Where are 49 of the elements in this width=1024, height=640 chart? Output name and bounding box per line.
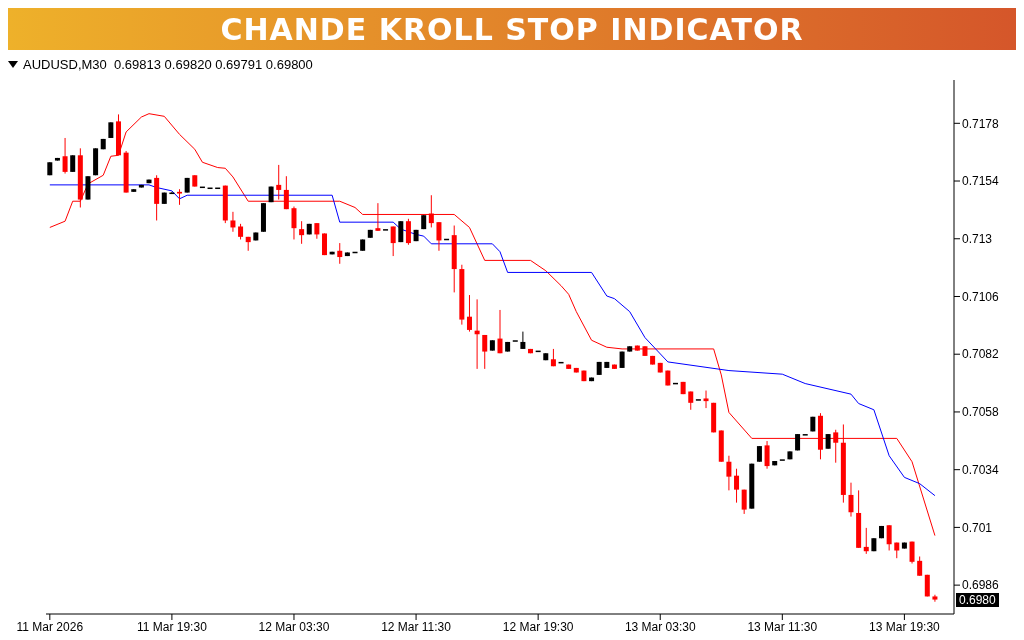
x-tick-label: 11 Mar 2026	[16, 619, 84, 634]
x-tick-label: 13 Mar 03:30	[624, 619, 696, 634]
y-tick-label: 0.7106	[962, 289, 1000, 304]
line-series	[49, 113, 936, 537]
candlestick	[863, 527, 869, 555]
candlestick	[466, 294, 472, 333]
candlestick	[428, 194, 434, 228]
candlestick	[917, 556, 923, 577]
y-tick-label: 0.713	[962, 232, 993, 247]
candlestick	[291, 206, 297, 240]
candlestick	[764, 440, 770, 470]
x-tick-label: 13 Mar 19:30	[869, 619, 941, 634]
candlestick	[497, 309, 503, 354]
x-tick-label: 13 Mar 11:30	[747, 619, 818, 634]
candlestick	[734, 468, 740, 504]
x-tick-label: 12 Mar 11:30	[381, 619, 452, 634]
line-series	[49, 184, 936, 497]
chart-title: CHANDE KROLL STOP INDICATOR	[8, 8, 1016, 50]
y-tick-label: 0.7082	[962, 347, 1000, 362]
annotation: 0.6980	[956, 592, 999, 607]
candlestick	[299, 220, 305, 245]
candlestick	[848, 482, 854, 518]
y-tick-label: 0.7034	[962, 462, 1000, 477]
x-tick-label: 12 Mar 19:30	[502, 619, 574, 634]
candlestick	[230, 211, 236, 233]
candlestick	[520, 331, 526, 350]
candlestick	[276, 164, 282, 201]
candlestick	[833, 429, 839, 464]
x-tick-label: 11 Mar 19:30	[136, 619, 208, 634]
candlestick	[405, 218, 411, 246]
x-tick-label: 12 Mar 03:30	[258, 619, 330, 634]
y-tick-label: 0.701	[962, 520, 993, 535]
candlestick	[726, 455, 732, 491]
candlestick	[283, 175, 289, 210]
candlestick	[85, 175, 91, 201]
y-tick-label: 0.7058	[962, 405, 1000, 420]
candlestick	[436, 221, 442, 252]
candlestick	[337, 242, 343, 265]
candlestick	[62, 137, 68, 175]
y-tick-label: 0.7154	[962, 174, 1000, 189]
candlestick	[375, 202, 381, 232]
candlestick	[703, 390, 709, 409]
candlestick	[390, 225, 396, 257]
candlestick	[741, 489, 747, 515]
chart-subtitle: AUDUSD,M30 0.69813 0.69820 0.69791 0.69800	[23, 56, 313, 72]
y-tick-label: 0.7178	[962, 116, 1000, 131]
candlestick	[482, 334, 488, 370]
candlestick	[886, 524, 892, 551]
y-tick-label: 0.6986	[962, 578, 1000, 593]
